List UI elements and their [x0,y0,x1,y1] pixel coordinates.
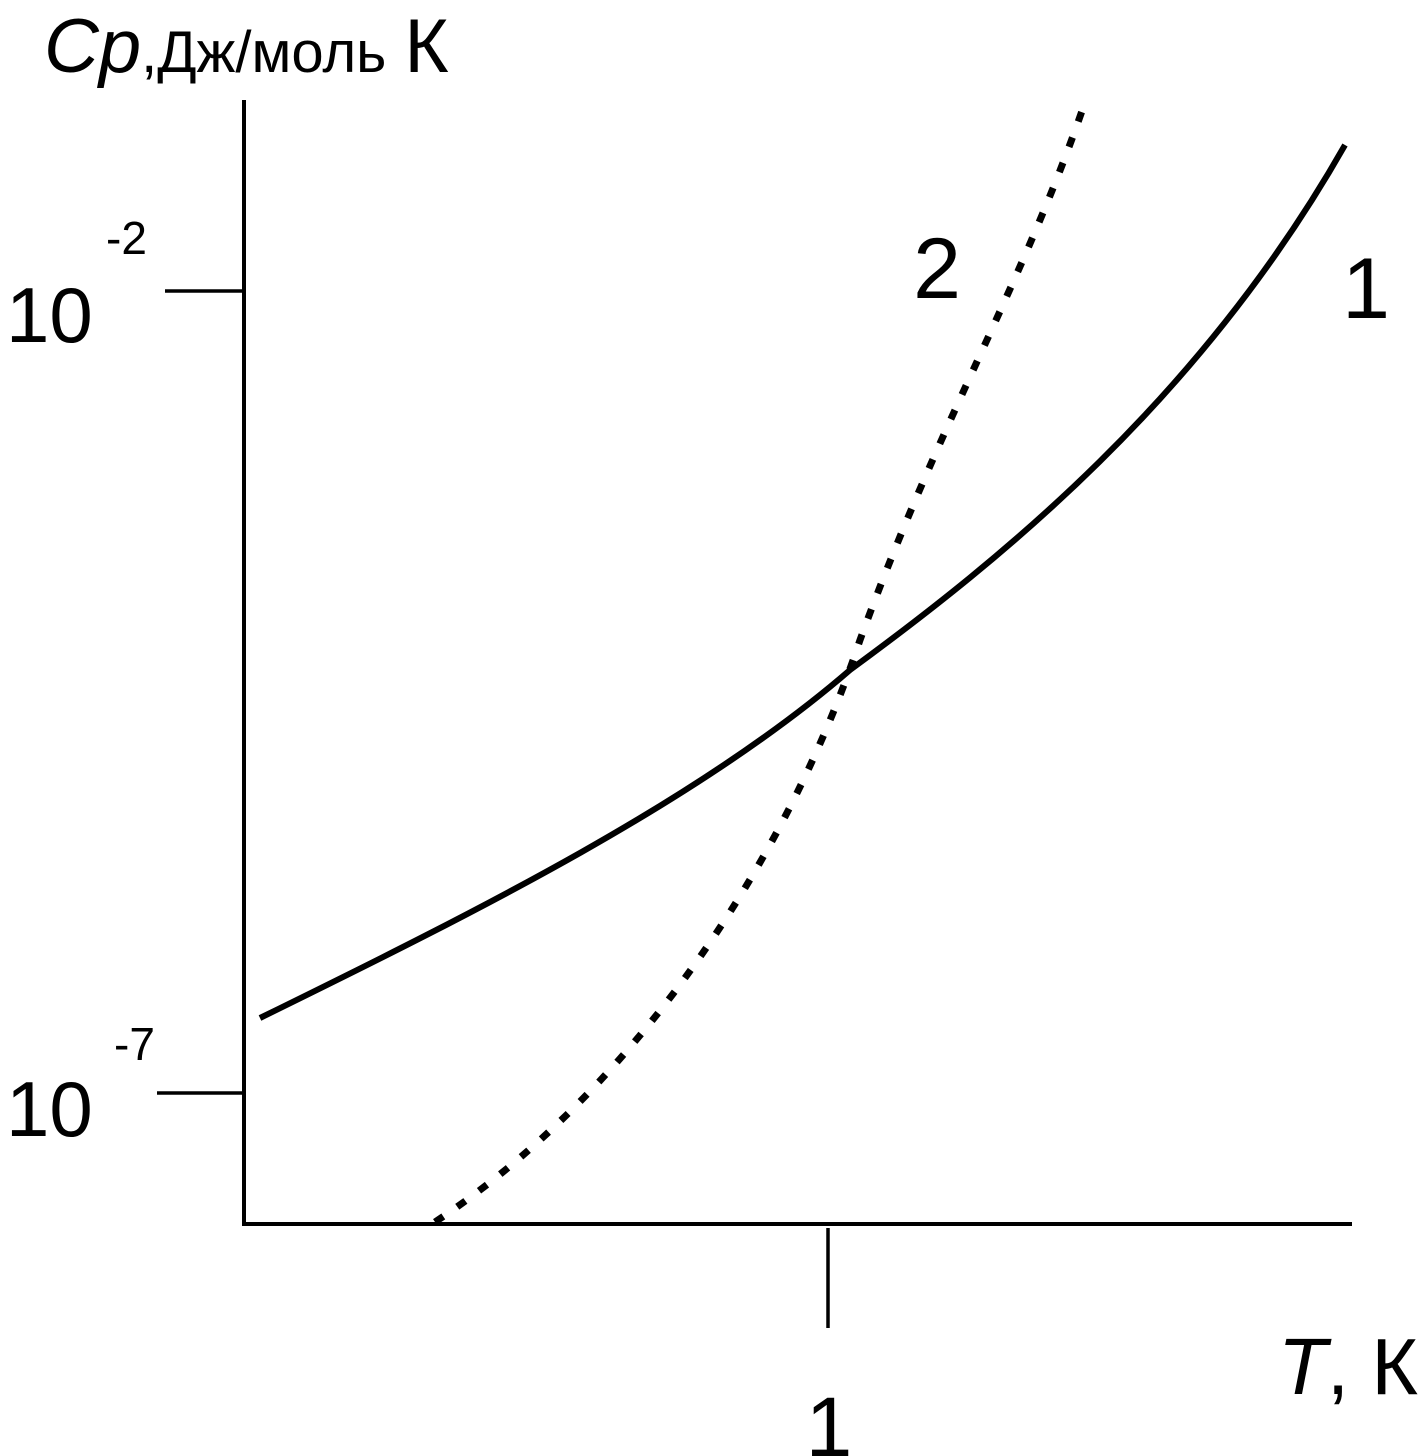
y-axis-symbol: Cp [44,4,141,89]
y-axis-units: ,Дж/моль [141,20,386,85]
series-2-line [433,106,1087,1225]
y-tick-label-upper: 10 -2 [6,212,147,359]
y-tick-base: 10 [6,1065,93,1153]
x-axis-units: , К [1327,1322,1418,1411]
x-tick-label-1: 1 [806,1380,853,1456]
axes [157,100,1352,1328]
series-1-line [258,143,1348,1021]
y-tick-base: 10 [6,271,93,359]
y-tick-exp: -2 [106,212,147,264]
x-axis-title: T, К [1278,1322,1418,1411]
y-axis-unit-k: К [404,4,448,89]
x-axis-symbol: T [1278,1322,1332,1411]
y-tick-label-lower: 10 -7 [6,1018,155,1153]
series-2-label: 2 [913,221,961,317]
series-1-label: 1 [1342,241,1390,337]
y-tick-exp: -7 [114,1018,155,1070]
series-group [258,106,1348,1225]
y-axis-title: Cp,Дж/моль К [44,4,449,89]
